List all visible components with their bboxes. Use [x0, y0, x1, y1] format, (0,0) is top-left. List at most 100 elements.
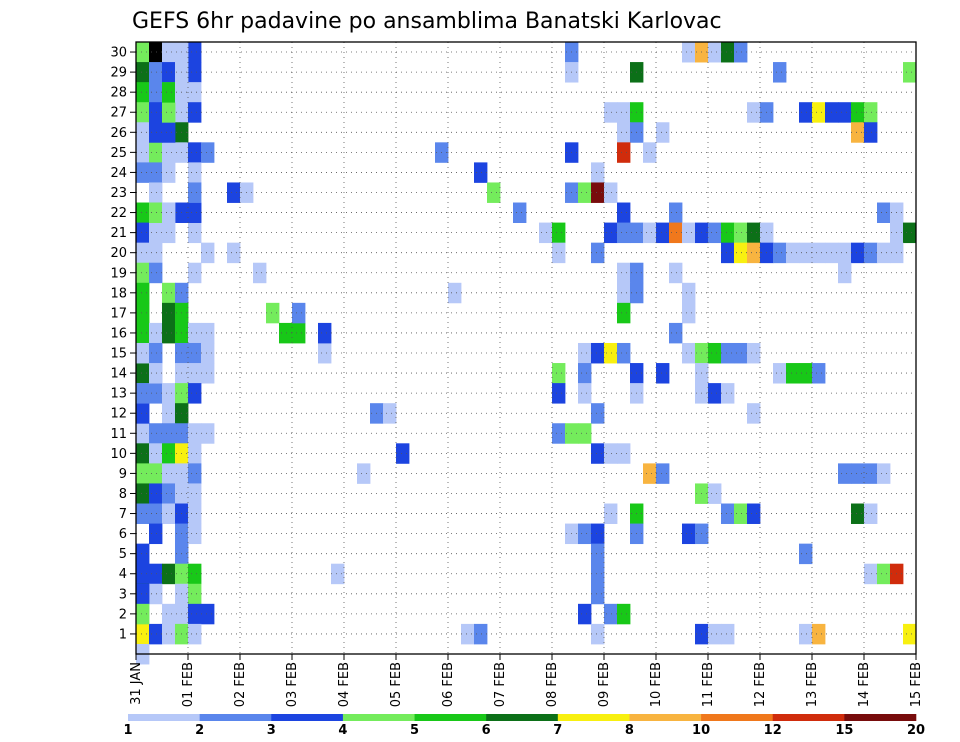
precip-cell: [604, 222, 618, 244]
precip-cell: [799, 102, 813, 123]
y-tick-label: 4: [119, 567, 127, 582]
precip-cell: [591, 242, 605, 264]
colorbar-label: 5: [410, 723, 419, 738]
precip-cell: [201, 342, 215, 364]
precip-cell: [149, 62, 163, 83]
precip-cell: [149, 42, 163, 63]
precip-cell: [357, 463, 371, 484]
precip-cell: [604, 443, 618, 464]
colorbar-swatch: [486, 714, 559, 721]
y-tick-label: 27: [110, 106, 127, 121]
x-tick-label: 02 FEB: [233, 662, 248, 707]
precip-cell: [136, 443, 150, 464]
precip-cell: [578, 182, 592, 203]
precip-cell: [162, 202, 176, 223]
precip-cell: [149, 363, 163, 384]
precip-cell: [591, 543, 605, 565]
precip-cell: [812, 242, 826, 264]
precip-cell: [838, 242, 852, 264]
precip-cell: [669, 202, 683, 223]
precip-cell: [864, 102, 878, 123]
precip-cell: [162, 623, 176, 645]
x-tick-label: 31 JAN: [129, 662, 144, 705]
precip-cell: [318, 342, 332, 364]
precip-cell: [851, 242, 865, 264]
chart-title: GEFS 6hr padavine po ansamblima Banatski…: [132, 9, 722, 34]
precip-cell: [149, 162, 163, 183]
precip-cell: [461, 623, 475, 645]
precip-cell: [721, 42, 735, 63]
precip-cell: [799, 623, 813, 645]
precip-cell: [721, 242, 735, 264]
y-tick-label: 22: [110, 206, 127, 221]
precip-cell: [604, 102, 618, 123]
precip-cell: [136, 282, 150, 304]
y-tick-label: 24: [110, 166, 127, 181]
precip-cell: [136, 62, 150, 83]
precip-cell: [708, 42, 722, 63]
y-axis: 1234567891011121314151617181920212223242…: [110, 46, 136, 642]
precip-cell: [617, 122, 631, 143]
precip-cell: [747, 222, 761, 244]
precip-cell: [149, 342, 163, 364]
precip-cell: [149, 563, 163, 585]
y-tick-label: 9: [119, 467, 127, 482]
precip-cell: [201, 142, 215, 163]
precip-cell: [773, 363, 787, 384]
precip-cell: [162, 503, 176, 524]
x-tick-label: 04 FEB: [337, 662, 352, 707]
precip-cell: [162, 423, 176, 444]
precip-cell: [188, 222, 202, 244]
precip-cell: [552, 423, 566, 444]
precip-cell: [643, 142, 657, 163]
precip-cell: [721, 383, 735, 404]
precip-cell: [149, 262, 163, 284]
y-tick-label: 13: [110, 387, 127, 402]
x-tick-label: 13 FEB: [805, 662, 820, 707]
x-tick-label: 05 FEB: [389, 662, 404, 707]
precip-cell: [708, 483, 722, 504]
precip-cell: [279, 322, 293, 344]
precip-cell: [708, 623, 722, 645]
precip-cell: [747, 403, 761, 424]
precip-cell: [162, 463, 176, 484]
precip-cell: [253, 262, 267, 284]
precip-cell: [682, 222, 696, 244]
precip-cell: [734, 222, 748, 244]
y-tick-label: 26: [110, 126, 127, 141]
precip-cell: [877, 242, 891, 264]
precip-cell: [721, 503, 735, 524]
colorbar-label: 1: [123, 723, 132, 738]
precip-cell: [643, 222, 657, 244]
colorbar-swatch: [844, 714, 917, 721]
precip-cell: [188, 363, 202, 384]
precip-cell: [162, 42, 176, 63]
precip-cell: [799, 363, 813, 384]
precip-cell: [591, 443, 605, 464]
precip-cell: [747, 102, 761, 123]
precip-cell: [136, 403, 150, 424]
precip-cell: [292, 302, 306, 324]
precip-cell: [656, 222, 670, 244]
x-tick-label: 07 FEB: [493, 662, 508, 707]
precip-cell: [136, 102, 150, 123]
precip-cell: [838, 102, 852, 123]
y-tick-label: 1: [119, 627, 127, 642]
precip-cell: [136, 302, 150, 324]
precip-cell: [513, 202, 527, 223]
precip-cell: [136, 543, 150, 565]
y-tick-label: 23: [110, 186, 127, 201]
precip-cell: [552, 222, 566, 244]
y-tick-label: 30: [110, 46, 127, 61]
precip-cell: [188, 443, 202, 464]
precip-cell: [188, 102, 202, 123]
precip-cell: [396, 443, 410, 464]
precip-cell: [669, 322, 683, 344]
precip-cell: [487, 182, 501, 203]
precip-cell: [721, 342, 735, 364]
colorbar-swatch: [342, 714, 415, 721]
precip-cell: [188, 142, 202, 163]
precip-cell: [227, 242, 241, 264]
precip-cell: [162, 383, 176, 404]
